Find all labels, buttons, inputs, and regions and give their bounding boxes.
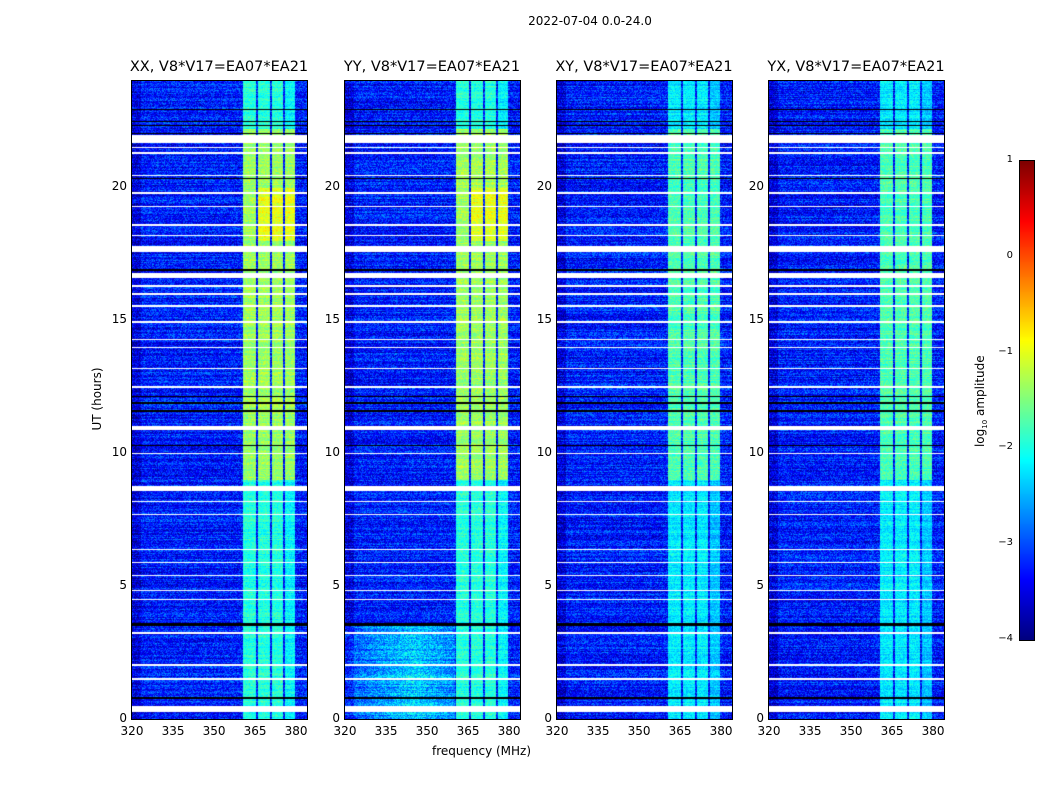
y-tick-label: 0: [544, 711, 552, 725]
x-tick-label: 335: [374, 724, 398, 738]
y-tick-label: 10: [111, 445, 127, 460]
panel-title-yy: YY, V8*V17=EA07*EA21: [343, 59, 521, 75]
y-tick-label: 15: [324, 312, 340, 327]
heatmap-panel-xx: [131, 80, 308, 720]
colorbar: [1019, 160, 1035, 641]
x-tick-label: 320: [545, 724, 569, 738]
y-tick-label: 0: [119, 711, 127, 725]
x-tick-label: 335: [586, 724, 610, 738]
y-tick-label: 5: [332, 578, 340, 593]
panel-title-xx: XX, V8*V17=EA07*EA21: [129, 59, 309, 75]
x-tick-label: 380: [921, 724, 945, 738]
y-tick-label: 0: [332, 711, 340, 725]
heatmap-image: [769, 81, 944, 719]
y-tick-label: 0: [756, 711, 764, 725]
panel-title-xy: XY, V8*V17=EA07*EA21: [555, 59, 733, 75]
heatmap-panel-yy: [344, 80, 521, 720]
heatmap-panel-yx: [768, 80, 945, 720]
y-tick-label: 5: [756, 578, 764, 593]
x-tick-label: 365: [243, 724, 267, 738]
y-tick-label: 10: [536, 445, 552, 460]
panel-title-yx: YX, V8*V17=EA07*EA21: [767, 59, 945, 75]
y-tick-label: 15: [748, 312, 764, 327]
heatmap-image: [557, 81, 732, 719]
y-tick-label: 10: [324, 445, 340, 460]
y-tick-label: 15: [111, 312, 127, 327]
heatmap-image: [132, 81, 307, 719]
colorbar-label: log10 amplitude: [972, 355, 990, 448]
x-axis-label: frequency (MHz): [432, 744, 532, 758]
y-tick-label: 20: [536, 179, 552, 194]
x-tick-label: 380: [284, 724, 308, 738]
x-tick-label: 335: [161, 724, 185, 738]
y-tick-label: 20: [748, 179, 764, 194]
x-tick-label: 335: [798, 724, 822, 738]
x-tick-label: 320: [757, 724, 781, 738]
x-tick-label: 320: [333, 724, 357, 738]
y-tick-label: 5: [544, 578, 552, 593]
y-tick-label: 20: [324, 179, 340, 194]
colorbar-tick-label: −4: [998, 633, 1013, 644]
y-tick-label: 10: [748, 445, 764, 460]
x-tick-label: 350: [415, 724, 439, 738]
x-tick-label: 380: [497, 724, 521, 738]
colorbar-tick-label: 0: [1006, 249, 1013, 261]
y-tick-label: 5: [119, 578, 127, 593]
heatmap-panel-xy: [556, 80, 733, 720]
x-tick-label: 350: [202, 724, 226, 738]
x-tick-label: 350: [839, 724, 863, 738]
x-tick-label: 365: [880, 724, 904, 738]
x-tick-label: 320: [120, 724, 144, 738]
y-tick-label: 15: [536, 312, 552, 327]
colorbar-tick-label: −2: [998, 441, 1013, 453]
x-tick-label: 365: [668, 724, 692, 738]
x-tick-label: 350: [627, 724, 651, 738]
y-tick-label: 20: [111, 179, 127, 194]
x-tick-label: 380: [709, 724, 733, 738]
colorbar-tick-label: 1: [1006, 154, 1013, 165]
colorbar-tick-label: −1: [998, 345, 1013, 357]
figure-title: 2022-07-04 0.0-24.0: [528, 14, 652, 28]
x-tick-label: 365: [456, 724, 480, 738]
heatmap-image: [345, 81, 520, 719]
y-axis-label: UT (hours): [90, 367, 104, 431]
colorbar-tick-label: −3: [998, 537, 1013, 549]
